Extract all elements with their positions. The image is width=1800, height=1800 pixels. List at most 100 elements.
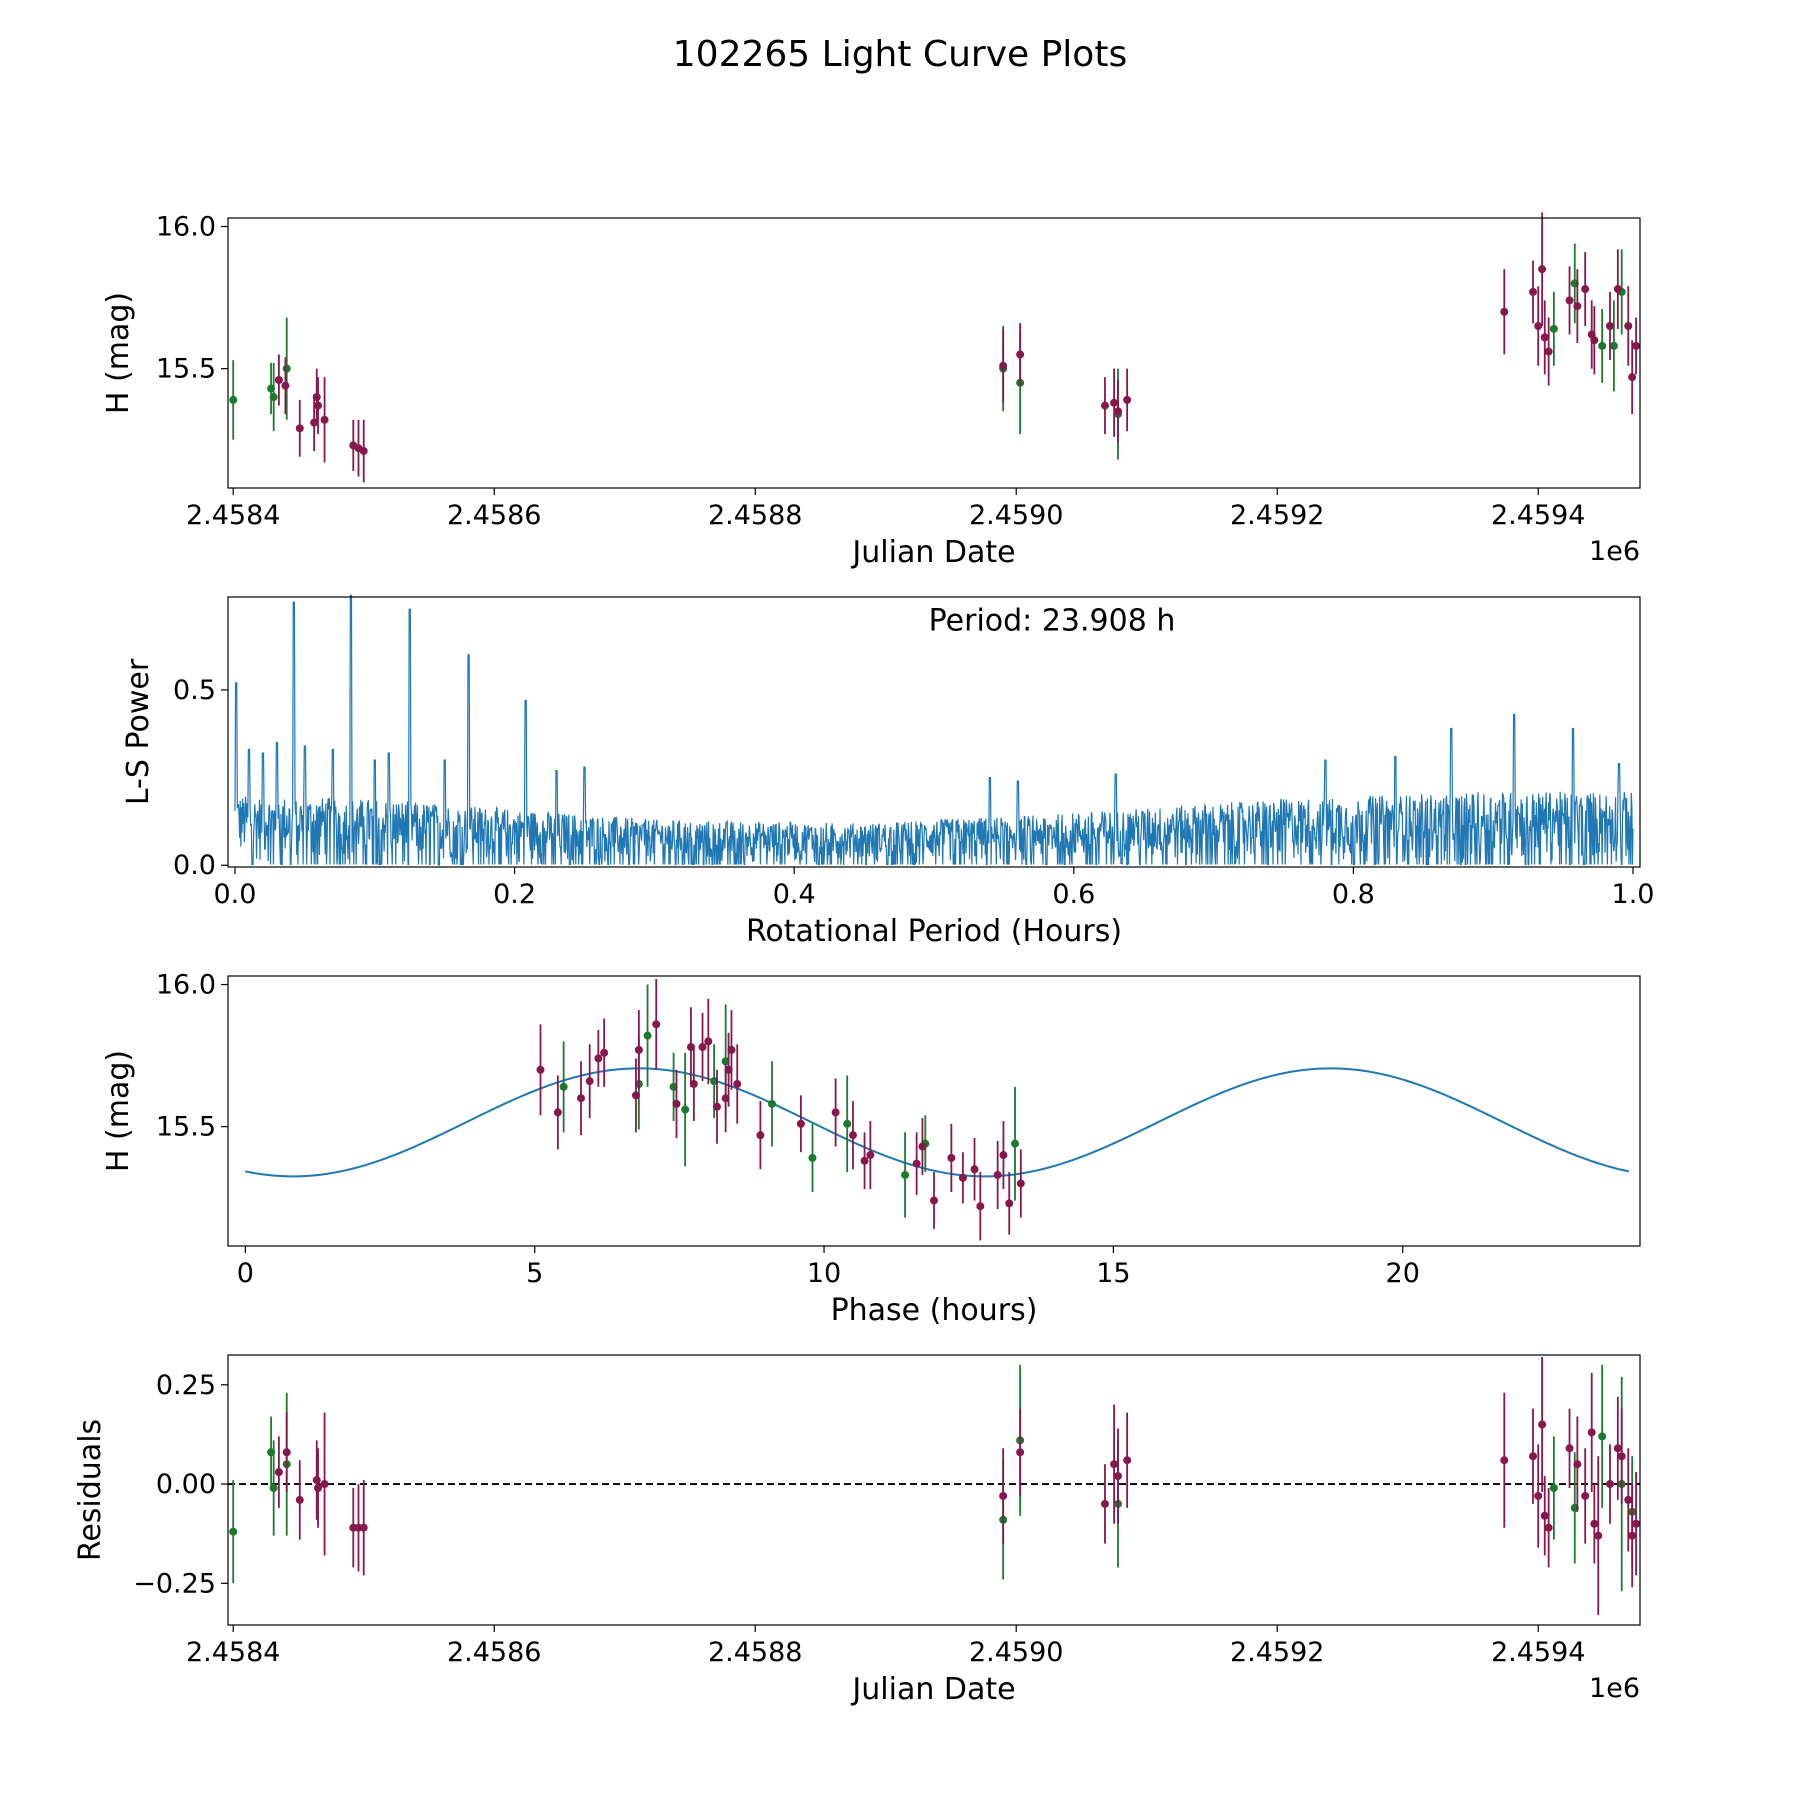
phased-point-green bbox=[1011, 1139, 1020, 1148]
phased-point-magenta bbox=[947, 1153, 956, 1162]
lightcurve-point-magenta bbox=[1628, 373, 1637, 382]
panel-phased: 0 5 10 15 20 15.5 16.0 Phase (hours) H (mag) bbox=[101, 970, 1641, 1328]
phased-point-green bbox=[559, 1082, 568, 1091]
phased-point-magenta bbox=[918, 1142, 927, 1151]
lightcurve-xlabel: Julian Date bbox=[850, 535, 1015, 570]
lightcurve-point-magenta bbox=[1110, 398, 1119, 407]
phased-point-magenta bbox=[970, 1165, 979, 1174]
residuals-point-magenta bbox=[1540, 1511, 1549, 1520]
phased-point-magenta bbox=[999, 1151, 1008, 1160]
lightcurve-ylabel: H (mag) bbox=[101, 292, 136, 414]
3-ytick-label: 0.25 bbox=[156, 1370, 216, 1401]
residuals-point-magenta bbox=[1605, 1480, 1614, 1489]
lightcurve-point-magenta bbox=[1613, 285, 1622, 294]
residuals-point-magenta bbox=[1628, 1531, 1637, 1540]
phased-point-magenta bbox=[652, 1020, 661, 1029]
phased-point-magenta bbox=[848, 1131, 857, 1140]
phased-point-magenta bbox=[930, 1196, 938, 1205]
lightcurve-point-magenta bbox=[1540, 333, 1549, 342]
1-xtick-label: 0.6 bbox=[1052, 879, 1095, 910]
lightcurve-point-magenta bbox=[1565, 296, 1574, 305]
residuals-xlabel: Julian Date bbox=[850, 1672, 1015, 1707]
0-xtick-label: 2.4588 bbox=[708, 500, 802, 531]
phased-point-magenta bbox=[860, 1156, 869, 1165]
lightcurve-point-magenta bbox=[1544, 347, 1553, 356]
lightcurve-point-magenta bbox=[295, 424, 304, 433]
0-xtick-label: 2.4594 bbox=[1491, 500, 1585, 531]
lightcurve-point-magenta bbox=[320, 415, 329, 424]
lightcurve-point-magenta bbox=[1632, 341, 1641, 350]
residuals-point-magenta bbox=[274, 1468, 283, 1477]
phased-point-magenta bbox=[976, 1202, 985, 1211]
2-xtick-label: 5 bbox=[526, 1258, 543, 1289]
phased-point-magenta bbox=[712, 1102, 721, 1111]
phased-point-magenta bbox=[1016, 1179, 1025, 1188]
residuals-point-magenta bbox=[1613, 1444, 1622, 1453]
residuals-point-magenta bbox=[1587, 1428, 1596, 1437]
periodogram-ylabel: L-S Power bbox=[121, 658, 156, 805]
periodogram-plot-area: 0.0 0.2 0.4 0.6 0.8 1.0 0.0 0.5 bbox=[173, 594, 1655, 910]
phased-point-magenta bbox=[866, 1151, 875, 1160]
residuals-point-green bbox=[1598, 1432, 1607, 1441]
lightcurve-point-magenta bbox=[1016, 350, 1025, 359]
2-xtick-label: 20 bbox=[1386, 1258, 1420, 1289]
lightcurve-point-magenta bbox=[1534, 322, 1543, 330]
phased-plot-area: 0 5 10 15 20 15.5 16.0 bbox=[156, 970, 1630, 1289]
lightcurve-point-magenta bbox=[1590, 336, 1599, 345]
lightcurve-point-magenta bbox=[1624, 322, 1633, 330]
residuals-point-magenta bbox=[312, 1476, 321, 1485]
lightcurve-point-magenta bbox=[1605, 322, 1614, 330]
lightcurve-point-green bbox=[229, 395, 238, 404]
3-xtick-label: 2.4594 bbox=[1491, 1637, 1585, 1668]
residuals-point-magenta bbox=[1016, 1448, 1025, 1457]
phased-point-magenta bbox=[733, 1080, 742, 1088]
1-xtick-label: 0.4 bbox=[773, 879, 816, 910]
residuals-point-magenta bbox=[1538, 1420, 1547, 1429]
3-ytick-label: −0.25 bbox=[133, 1568, 216, 1599]
panel-periodogram: 0.0 0.2 0.4 0.6 0.8 1.0 0.0 0.5 Period: 23.908 … bbox=[121, 594, 1655, 949]
lightcurve-point-magenta bbox=[274, 376, 283, 384]
lightcurve-offset-text: 1e6 bbox=[1589, 536, 1640, 567]
lightcurve-plot-area: 2.4584 2.4586 2.4588 2.4590 2.4592 2.4594 15.5… bbox=[156, 212, 1641, 531]
phased-point-magenta bbox=[600, 1048, 609, 1057]
residuals-point-magenta bbox=[1594, 1531, 1603, 1540]
lightcurve-point-magenta bbox=[1500, 307, 1509, 316]
lightcurve-point-green bbox=[1549, 324, 1558, 333]
1-xtick-label: 1.0 bbox=[1612, 879, 1655, 910]
residuals-point-magenta bbox=[1114, 1472, 1123, 1481]
1-xtick-label: 0.8 bbox=[1332, 879, 1375, 910]
residuals-point-magenta bbox=[1632, 1519, 1641, 1528]
periodogram-axes-frame bbox=[227, 596, 1641, 868]
1-xtick-label: 0.2 bbox=[493, 879, 536, 910]
phased-point-green bbox=[901, 1170, 910, 1179]
2-ytick-label: 16.0 bbox=[156, 970, 216, 1001]
residuals-point-magenta bbox=[1581, 1491, 1590, 1500]
residuals-point-magenta bbox=[999, 1491, 1008, 1500]
residuals-point-magenta bbox=[1573, 1460, 1582, 1469]
residuals-point-magenta bbox=[1123, 1456, 1132, 1465]
phased-point-magenta bbox=[536, 1065, 545, 1074]
lightcurve-point-magenta bbox=[1538, 265, 1547, 274]
2-xtick-label: 0 bbox=[237, 1258, 254, 1289]
lightcurve-point-magenta bbox=[1581, 285, 1590, 294]
phased-point-green bbox=[643, 1031, 652, 1040]
residuals-point-magenta bbox=[1590, 1519, 1599, 1528]
phased-axes-frame bbox=[227, 975, 1641, 1247]
lightcurve-point-magenta bbox=[999, 361, 1008, 370]
residuals-point-magenta bbox=[282, 1448, 291, 1457]
2-xtick-label: 15 bbox=[1096, 1258, 1130, 1289]
3-xtick-label: 2.4590 bbox=[969, 1637, 1063, 1668]
3-xtick-label: 2.4588 bbox=[708, 1637, 802, 1668]
residuals-point-magenta bbox=[1617, 1452, 1626, 1461]
1-xtick-label: 0.0 bbox=[214, 879, 257, 910]
residuals-point-magenta bbox=[359, 1523, 368, 1532]
residuals-point-magenta bbox=[1565, 1444, 1574, 1453]
phased-point-magenta bbox=[689, 1080, 698, 1088]
residuals-plot-area: 2.4584 2.4586 2.4588 2.4590 2.4592 2.4594 −0.2… bbox=[133, 1356, 1641, 1668]
phased-point-magenta bbox=[594, 1054, 603, 1063]
lightcurve-axes-frame bbox=[227, 217, 1641, 489]
phased-point-magenta bbox=[958, 1173, 967, 1182]
phased-point-magenta bbox=[698, 1043, 707, 1052]
phased-point-magenta bbox=[756, 1131, 765, 1140]
2-ytick-label: 15.5 bbox=[156, 1112, 216, 1143]
